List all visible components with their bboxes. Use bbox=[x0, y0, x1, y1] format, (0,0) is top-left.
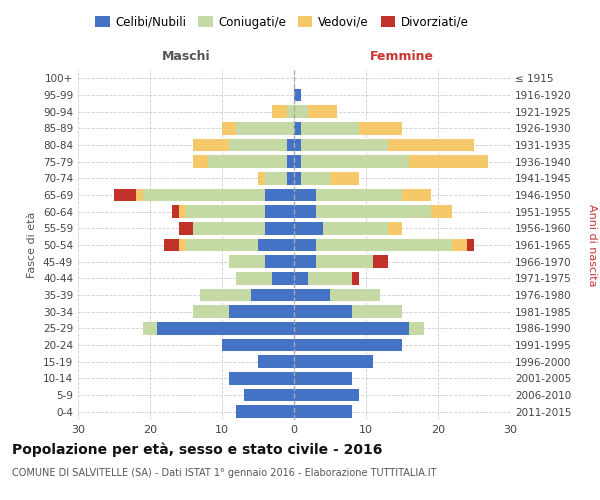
Bar bbox=[172, 206, 179, 218]
Bar bbox=[294, 239, 316, 251]
Bar bbox=[244, 389, 294, 401]
Bar bbox=[388, 138, 474, 151]
Bar bbox=[222, 339, 294, 351]
Bar bbox=[193, 156, 208, 168]
Bar bbox=[200, 289, 251, 301]
Bar bbox=[272, 272, 294, 284]
Bar bbox=[222, 122, 236, 134]
Bar bbox=[157, 322, 294, 334]
Bar bbox=[294, 406, 352, 418]
Bar bbox=[294, 289, 330, 301]
Bar bbox=[301, 122, 359, 134]
Text: Maschi: Maschi bbox=[161, 50, 211, 64]
Bar bbox=[143, 322, 157, 334]
Bar bbox=[294, 306, 352, 318]
Bar bbox=[316, 206, 431, 218]
Bar bbox=[352, 272, 359, 284]
Bar bbox=[272, 106, 287, 118]
Bar bbox=[229, 306, 294, 318]
Bar bbox=[143, 188, 265, 201]
Bar bbox=[308, 272, 352, 284]
Bar bbox=[208, 156, 287, 168]
Bar bbox=[236, 406, 294, 418]
Bar bbox=[265, 188, 294, 201]
Bar bbox=[316, 239, 452, 251]
Bar bbox=[316, 188, 402, 201]
Bar bbox=[287, 172, 294, 184]
Bar bbox=[409, 322, 424, 334]
Bar bbox=[301, 172, 330, 184]
Text: Popolazione per età, sesso e stato civile - 2016: Popolazione per età, sesso e stato civil… bbox=[12, 442, 382, 457]
Bar bbox=[265, 206, 294, 218]
Bar bbox=[301, 156, 409, 168]
Bar bbox=[294, 138, 301, 151]
Bar bbox=[431, 206, 452, 218]
Bar bbox=[294, 89, 301, 101]
Bar bbox=[186, 239, 258, 251]
Bar bbox=[287, 138, 294, 151]
Bar bbox=[193, 222, 265, 234]
Bar bbox=[251, 289, 294, 301]
Bar bbox=[265, 222, 294, 234]
Text: Femmine: Femmine bbox=[370, 50, 434, 64]
Bar bbox=[323, 222, 388, 234]
Bar bbox=[409, 156, 488, 168]
Bar bbox=[294, 188, 316, 201]
Bar bbox=[294, 106, 308, 118]
Bar bbox=[294, 356, 373, 368]
Bar bbox=[164, 239, 179, 251]
Bar bbox=[229, 372, 294, 384]
Bar bbox=[287, 156, 294, 168]
Bar bbox=[294, 122, 301, 134]
Bar bbox=[179, 222, 193, 234]
Bar bbox=[186, 206, 265, 218]
Bar bbox=[294, 156, 301, 168]
Bar bbox=[294, 322, 409, 334]
Bar bbox=[179, 239, 186, 251]
Bar bbox=[352, 306, 402, 318]
Bar bbox=[179, 206, 186, 218]
Bar bbox=[294, 256, 316, 268]
Bar bbox=[373, 256, 388, 268]
Bar bbox=[294, 206, 316, 218]
Bar bbox=[294, 339, 402, 351]
Bar bbox=[229, 138, 287, 151]
Bar bbox=[294, 372, 352, 384]
Bar bbox=[359, 122, 402, 134]
Y-axis label: Fasce di età: Fasce di età bbox=[28, 212, 37, 278]
Bar bbox=[258, 239, 294, 251]
Bar bbox=[294, 172, 301, 184]
Bar bbox=[388, 222, 402, 234]
Bar bbox=[236, 272, 272, 284]
Bar bbox=[258, 172, 265, 184]
Bar bbox=[265, 172, 287, 184]
Bar bbox=[136, 188, 143, 201]
Bar bbox=[330, 289, 380, 301]
Bar bbox=[301, 138, 388, 151]
Bar bbox=[294, 272, 308, 284]
Bar bbox=[236, 122, 294, 134]
Bar bbox=[265, 256, 294, 268]
Text: COMUNE DI SALVITELLE (SA) - Dati ISTAT 1° gennaio 2016 - Elaborazione TUTTITALIA: COMUNE DI SALVITELLE (SA) - Dati ISTAT 1… bbox=[12, 468, 437, 477]
Bar bbox=[114, 188, 136, 201]
Bar bbox=[229, 256, 265, 268]
Text: Anni di nascita: Anni di nascita bbox=[587, 204, 597, 286]
Bar bbox=[258, 356, 294, 368]
Bar bbox=[467, 239, 474, 251]
Bar bbox=[330, 172, 359, 184]
Bar bbox=[308, 106, 337, 118]
Bar bbox=[193, 306, 229, 318]
Bar bbox=[193, 138, 229, 151]
Bar bbox=[294, 389, 359, 401]
Legend: Celibi/Nubili, Coniugati/e, Vedovi/e, Divorziati/e: Celibi/Nubili, Coniugati/e, Vedovi/e, Di… bbox=[91, 11, 473, 34]
Bar bbox=[316, 256, 373, 268]
Bar bbox=[452, 239, 467, 251]
Bar bbox=[294, 222, 323, 234]
Bar bbox=[402, 188, 431, 201]
Bar bbox=[287, 106, 294, 118]
